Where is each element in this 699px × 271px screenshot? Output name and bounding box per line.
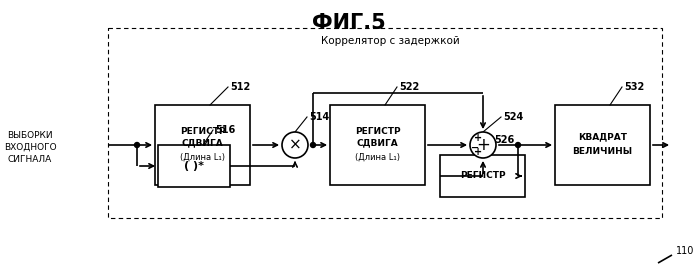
Text: КВАДРАТ: КВАДРАТ — [578, 133, 627, 141]
Text: ×: × — [289, 137, 301, 153]
Text: СДВИГА: СДВИГА — [356, 138, 398, 147]
Bar — [440, 155, 525, 197]
Text: +: + — [474, 133, 482, 143]
Text: СИГНАЛА: СИГНАЛА — [8, 154, 52, 163]
Text: 110: 110 — [676, 246, 694, 256]
Text: (Длина L₁): (Длина L₁) — [355, 153, 400, 162]
Circle shape — [515, 143, 521, 147]
Text: (Длина L₁): (Длина L₁) — [180, 153, 225, 162]
Text: 526: 526 — [494, 135, 514, 145]
Text: ВЫБОРКИ: ВЫБОРКИ — [7, 131, 53, 140]
Text: −: − — [471, 143, 479, 153]
Bar — [555, 105, 650, 185]
Bar — [158, 145, 230, 187]
Circle shape — [134, 143, 140, 147]
Text: Коррелятор с задержкой: Коррелятор с задержкой — [321, 36, 459, 46]
Text: 522: 522 — [399, 82, 419, 92]
Text: СДВИГА: СДВИГА — [182, 138, 224, 147]
Bar — [108, 28, 662, 218]
Text: 532: 532 — [624, 82, 644, 92]
Text: РЕГИСТР: РЕГИСТР — [354, 127, 401, 136]
Text: ВХОДНОГО: ВХОДНОГО — [3, 143, 57, 151]
Bar — [155, 105, 250, 185]
Text: 516: 516 — [215, 125, 236, 135]
Circle shape — [282, 132, 308, 158]
Text: ( )*: ( )* — [184, 161, 204, 171]
Text: 524: 524 — [503, 112, 524, 122]
Circle shape — [310, 143, 315, 147]
Text: РЕГИСТР: РЕГИСТР — [460, 172, 505, 180]
Text: ВЕЛИЧИНЫ: ВЕЛИЧИНЫ — [572, 147, 633, 156]
Text: +: + — [476, 136, 490, 154]
Text: РЕГИСТР: РЕГИСТР — [180, 127, 225, 136]
Text: 514: 514 — [309, 112, 329, 122]
Text: 512: 512 — [230, 82, 250, 92]
Circle shape — [470, 132, 496, 158]
Text: ФИГ.5: ФИГ.5 — [312, 13, 386, 33]
Bar — [330, 105, 425, 185]
Text: +: + — [474, 147, 482, 157]
